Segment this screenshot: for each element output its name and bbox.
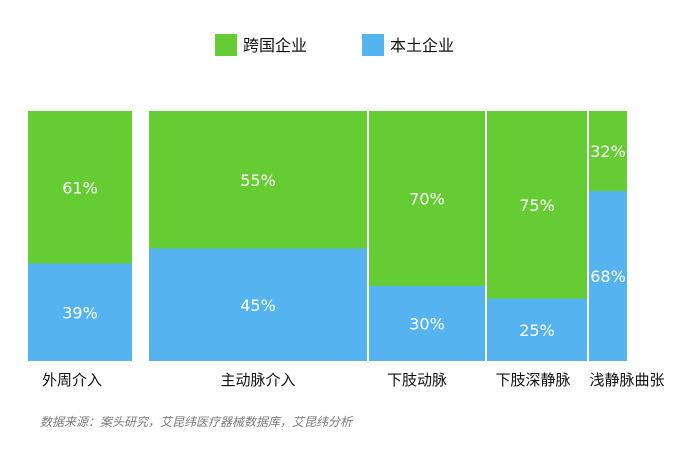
bar-segment-跨国企业-下肢动脉	[369, 111, 485, 286]
bar-segment-本土企业-下肢深静脉	[487, 298, 587, 361]
bar-segment-本土企业-主动脉介入	[149, 248, 367, 361]
bar-segment-本土企业-外周介入	[28, 263, 132, 361]
category-label: 下肢深静脉	[495, 371, 570, 389]
value-label: 70%	[409, 190, 445, 209]
value-label: 30%	[409, 315, 445, 334]
bar-segment-跨国企业-外周介入	[28, 111, 132, 264]
legend-label-1: 跨国企业	[243, 36, 307, 55]
value-label: 68%	[590, 267, 626, 286]
category-label: 下肢动脉	[387, 371, 447, 389]
legend-swatch-2	[362, 34, 384, 56]
bar-segment-跨国企业-下肢深静脉	[487, 111, 587, 299]
category-label: 主动脉介入	[220, 371, 295, 389]
legend-label-2: 本土企业	[390, 36, 454, 55]
value-label: 61%	[62, 178, 98, 197]
value-label: 25%	[519, 321, 555, 340]
bar-segment-本土企业-下肢动脉	[369, 286, 485, 361]
bar-segment-跨国企业-主动脉介入	[149, 111, 367, 249]
category-label: 外周介入	[42, 371, 102, 389]
category-axis: 外周介入 主动脉介入 下肢动脉 下肢深静脉 浅静脉曲张	[42, 371, 665, 389]
bar-segment-本土企业-浅静脉曲张	[589, 191, 627, 361]
chart-plot-area: 61% 39% 55% 45% 70% 30% 75% 25% 32% 68%	[28, 111, 627, 361]
value-label: 32%	[590, 142, 626, 161]
category-label: 浅静脉曲张	[589, 371, 664, 389]
legend: 跨国企业 本土企业	[215, 34, 454, 56]
source-note: 数据来源：案头研究，艾昆纬医疗器械数据库，艾昆纬分析	[40, 415, 354, 429]
value-label: 75%	[519, 196, 555, 215]
value-label: 45%	[240, 296, 276, 315]
bar-segment-跨国企业-浅静脉曲张	[589, 111, 627, 191]
value-label: 55%	[240, 171, 276, 190]
value-label: 39%	[62, 303, 98, 322]
legend-swatch-1	[215, 34, 237, 56]
